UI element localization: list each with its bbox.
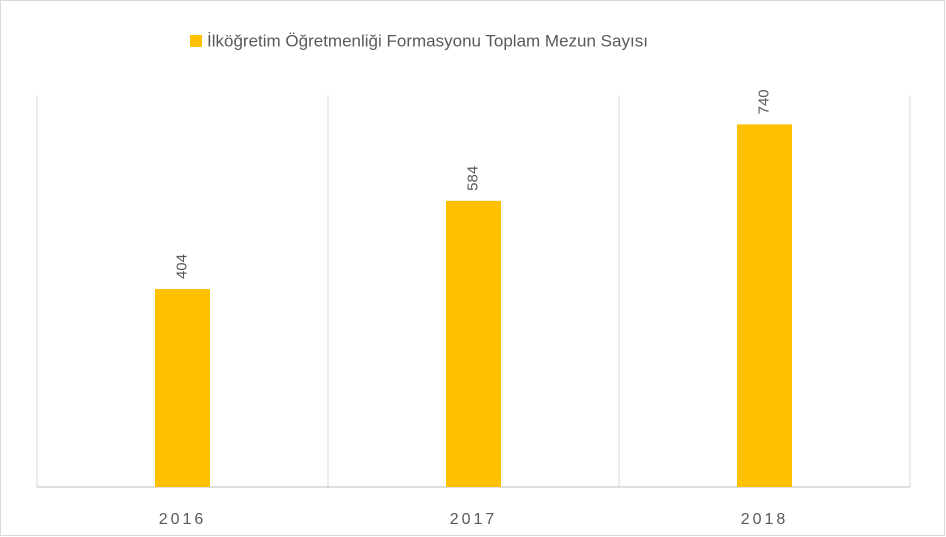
data-label: 740 xyxy=(755,89,772,114)
bar xyxy=(446,200,501,487)
x-tick-label: 2018 xyxy=(741,511,789,528)
data-label: 404 xyxy=(173,254,190,279)
x-tick-label: 2016 xyxy=(159,511,207,528)
bar xyxy=(737,124,792,488)
legend-swatch xyxy=(190,35,202,47)
x-tick-label: 2017 xyxy=(450,511,498,528)
bar xyxy=(155,289,210,487)
data-label: 584 xyxy=(464,166,481,191)
legend-label: İlköğretim Öğretmenliği Formasyonu Topla… xyxy=(207,31,648,50)
